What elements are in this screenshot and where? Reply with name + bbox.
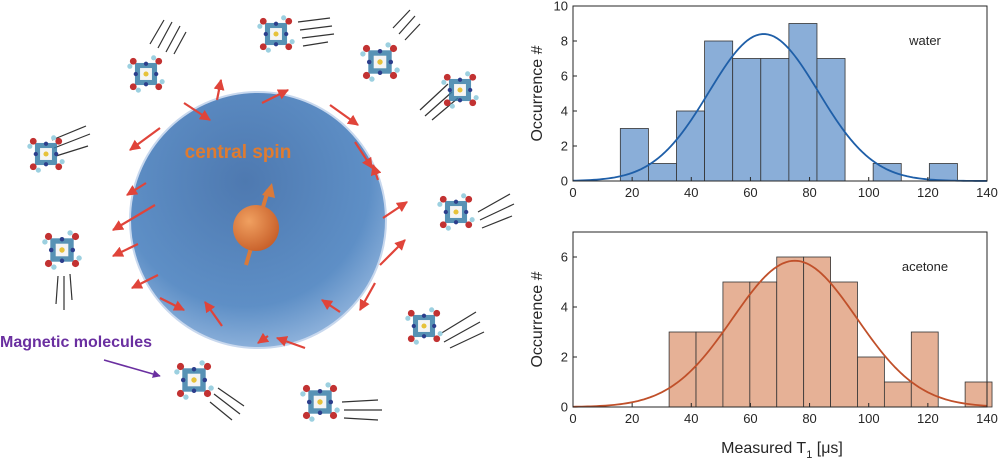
histogram-bar: [816, 58, 846, 182]
histogram-bar: [872, 163, 902, 182]
acetone-histogram: 0 20 40 60 80 100 120 140 0 2 4 6 Occurrence # aceton…: [529, 231, 998, 426]
gaussian-fit-line: [572, 259, 988, 408]
histogram-bar: [857, 356, 885, 408]
histogram-bar: [883, 381, 912, 408]
histogram-bar: [749, 281, 778, 408]
histogram-bar: [619, 128, 649, 182]
histogram-bar: [830, 281, 858, 408]
y-tick-label: 10: [554, 0, 568, 14]
x-tick-label: 140: [976, 185, 998, 200]
x-tick-label: 60: [743, 185, 757, 200]
histogram-bar: [648, 163, 677, 182]
solvent-annotation: acetone: [902, 259, 948, 274]
water-histogram: 0 20 40 60 80 100 120 140 0 2 4 6 8 10 Occurrence # wat…: [529, 0, 998, 200]
dipolar-field-arrows: [112, 78, 408, 350]
x-tick-label: 120: [917, 185, 939, 200]
y-tick-label: 4: [561, 300, 568, 315]
y-tick-label: 0: [561, 174, 568, 189]
central-spin-label: central spin: [185, 142, 292, 163]
x-axis-label: Measured T1 [μs]: [721, 440, 843, 461]
gaussian-fit-line: [572, 33, 987, 182]
y-axis-label: Occurrence #: [529, 271, 546, 367]
y-tick-label: 2: [561, 350, 568, 365]
x-tick-label: 100: [858, 411, 880, 426]
histogram-bar: [776, 256, 805, 408]
axes-box: [572, 231, 988, 408]
y-tick-label: 0: [561, 400, 568, 415]
solvent-annotation: water: [908, 33, 941, 48]
x-tick-label: 0: [569, 411, 576, 426]
x-tick-label: 100: [858, 185, 880, 200]
x-tick-label: 40: [684, 185, 698, 200]
axes-box: [572, 5, 988, 182]
histogram-bar: [788, 23, 818, 182]
histogram-bar: [676, 110, 705, 182]
y-axis-label: Occurrence #: [529, 45, 546, 141]
x-tick-label: 20: [625, 185, 639, 200]
x-tick-label: 140: [976, 411, 998, 426]
y-tick-label: 6: [561, 69, 568, 84]
central-spin-illustration: central spin: [0, 9, 515, 422]
histogram-bar: [732, 58, 762, 182]
x-tick-label: 120: [917, 411, 939, 426]
histogram-bar: [722, 281, 751, 408]
histogram-bar: [928, 163, 958, 182]
x-tick-label: 0: [569, 185, 576, 200]
magnetic-molecules-label: Magnetic molecules: [0, 334, 152, 351]
motion-lines: [51, 9, 515, 421]
x-tick-label: 80: [802, 411, 816, 426]
x-tick-label: 80: [802, 185, 816, 200]
x-tick-label: 20: [625, 411, 639, 426]
y-tick-label: 6: [561, 250, 568, 265]
x-tick-label: 40: [684, 411, 698, 426]
histogram-bar: [695, 331, 724, 408]
y-tick-label: 8: [561, 34, 568, 49]
histogram-bar: [964, 381, 993, 408]
y-tick-label: 2: [561, 139, 568, 154]
spin-icon: [233, 183, 279, 266]
molecules-pointer-arrow: [103, 359, 161, 378]
histogram-bar: [760, 58, 790, 182]
y-tick-label: 4: [561, 104, 568, 119]
x-tick-label: 60: [743, 411, 757, 426]
